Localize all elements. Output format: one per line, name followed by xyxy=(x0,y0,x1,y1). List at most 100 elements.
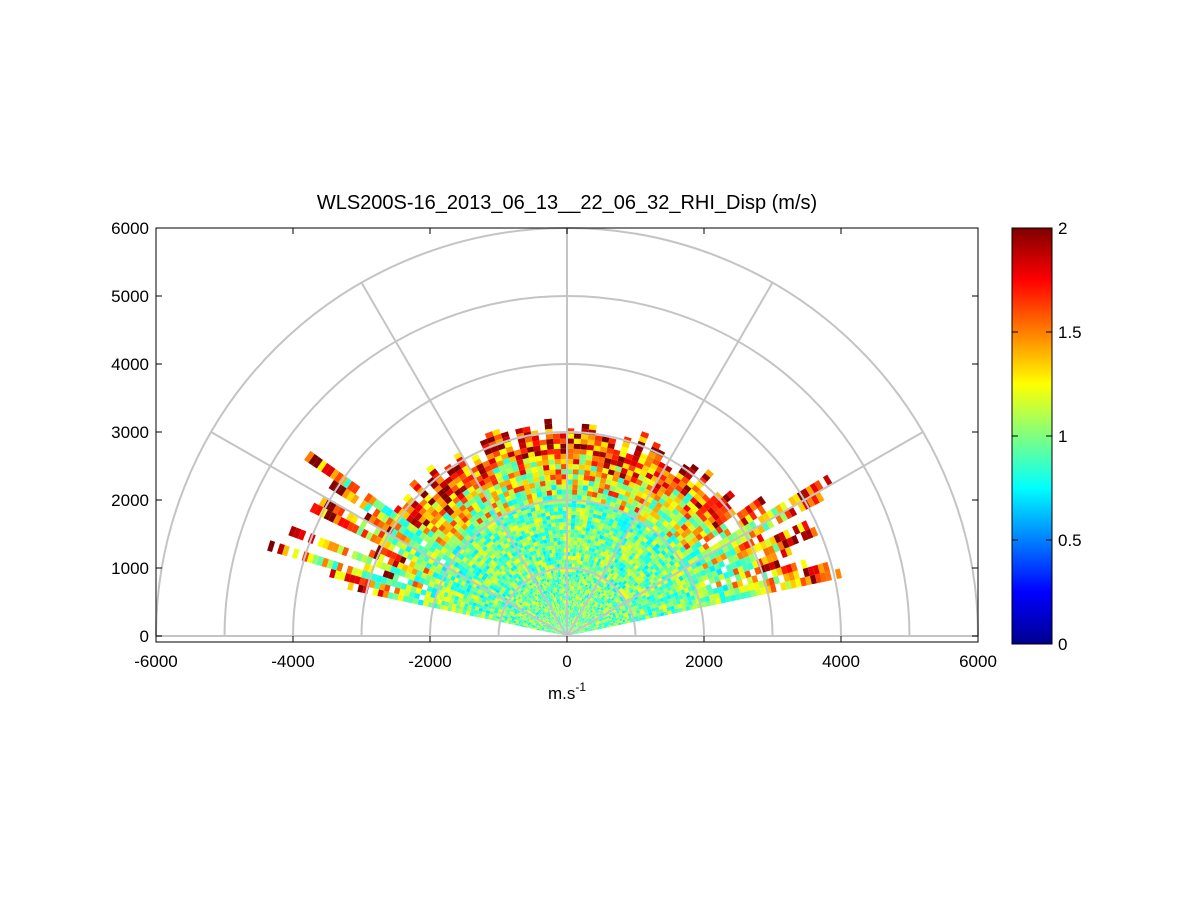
data-cell xyxy=(616,579,621,584)
data-cell xyxy=(637,594,642,599)
data-cell xyxy=(559,595,562,599)
data-cell xyxy=(583,620,586,623)
data-cell xyxy=(578,599,581,603)
data-cell xyxy=(576,579,579,583)
data-cell xyxy=(548,629,552,631)
data-cell xyxy=(575,614,578,617)
colorbar-tick-label: 0 xyxy=(1058,635,1067,654)
data-cell xyxy=(611,556,616,562)
data-cell xyxy=(572,626,575,629)
data-cell xyxy=(454,508,463,516)
data-cell xyxy=(580,614,583,617)
data-cell xyxy=(470,546,477,553)
data-cell xyxy=(549,511,555,516)
data-cell xyxy=(754,566,762,575)
data-cell xyxy=(506,580,512,585)
data-cell xyxy=(671,609,676,614)
data-cell xyxy=(568,621,569,625)
data-cell xyxy=(690,463,699,473)
data-cell xyxy=(617,619,620,622)
data-cell xyxy=(602,598,605,602)
data-cell xyxy=(505,582,510,587)
data-cell xyxy=(617,552,623,558)
data-cell xyxy=(654,560,661,566)
data-cell xyxy=(479,578,485,584)
data-cell xyxy=(560,603,562,606)
data-cell xyxy=(431,540,440,549)
data-cell xyxy=(568,626,569,629)
data-cell xyxy=(402,550,410,559)
data-cell xyxy=(554,602,557,605)
data-cell xyxy=(612,571,617,576)
data-cell xyxy=(342,519,351,530)
data-cell xyxy=(601,493,608,500)
data-cell xyxy=(655,598,661,604)
data-cell xyxy=(509,589,514,594)
data-cell xyxy=(547,594,550,598)
data-cell xyxy=(536,552,541,558)
data-cell xyxy=(524,529,529,534)
data-cell xyxy=(380,504,390,515)
data-cell xyxy=(631,538,637,544)
data-cell xyxy=(562,607,564,611)
data-cell xyxy=(544,617,547,620)
data-cell xyxy=(592,596,596,600)
data-cell xyxy=(547,454,555,460)
data-cell xyxy=(570,619,572,623)
data-cell xyxy=(539,505,545,510)
data-cell xyxy=(745,547,754,556)
data-cell xyxy=(534,545,539,551)
data-cell xyxy=(625,577,630,583)
data-cell xyxy=(575,622,578,625)
data-cell xyxy=(723,511,733,520)
data-cell xyxy=(580,631,584,633)
data-cell xyxy=(541,573,545,577)
data-cell xyxy=(607,615,611,618)
data-cell xyxy=(648,537,654,543)
data-cell xyxy=(378,583,386,591)
data-cell xyxy=(556,584,559,588)
data-cell xyxy=(697,545,706,553)
data-cell xyxy=(684,601,690,607)
data-cell xyxy=(455,500,464,509)
data-cell xyxy=(643,582,649,588)
data-cell xyxy=(515,427,524,435)
data-cell xyxy=(557,624,560,627)
data-cell xyxy=(636,600,641,605)
data-cell xyxy=(336,506,346,517)
data-cell xyxy=(527,527,533,533)
data-cell xyxy=(614,618,618,621)
data-cell xyxy=(410,500,420,509)
data-cell xyxy=(492,562,498,568)
data-cell xyxy=(548,630,551,632)
data-cell xyxy=(571,494,577,500)
data-cell xyxy=(544,613,547,617)
data-cell xyxy=(450,559,457,566)
data-cell xyxy=(746,562,754,571)
data-cell xyxy=(460,580,466,587)
data-cell xyxy=(568,619,570,622)
data-cell xyxy=(574,611,576,614)
data-cell xyxy=(711,520,720,529)
data-cell xyxy=(384,563,392,572)
data-cell xyxy=(608,555,614,560)
data-cell xyxy=(617,612,621,616)
data-cell xyxy=(552,585,555,588)
data-cell xyxy=(562,619,564,623)
data-cell xyxy=(590,465,598,472)
data-cell xyxy=(572,620,574,623)
data-cell xyxy=(490,548,496,555)
data-cell xyxy=(582,523,587,528)
data-cell xyxy=(625,606,629,610)
data-cell xyxy=(607,521,613,527)
data-cell xyxy=(568,586,571,589)
data-cell xyxy=(512,574,518,580)
data-cell xyxy=(563,598,565,601)
data-cell xyxy=(464,547,471,554)
data-cell xyxy=(538,622,542,625)
data-cell xyxy=(788,496,798,507)
data-cell xyxy=(394,553,402,562)
data-cell xyxy=(631,471,640,479)
data-cell xyxy=(454,595,460,601)
data-cell xyxy=(513,470,521,478)
